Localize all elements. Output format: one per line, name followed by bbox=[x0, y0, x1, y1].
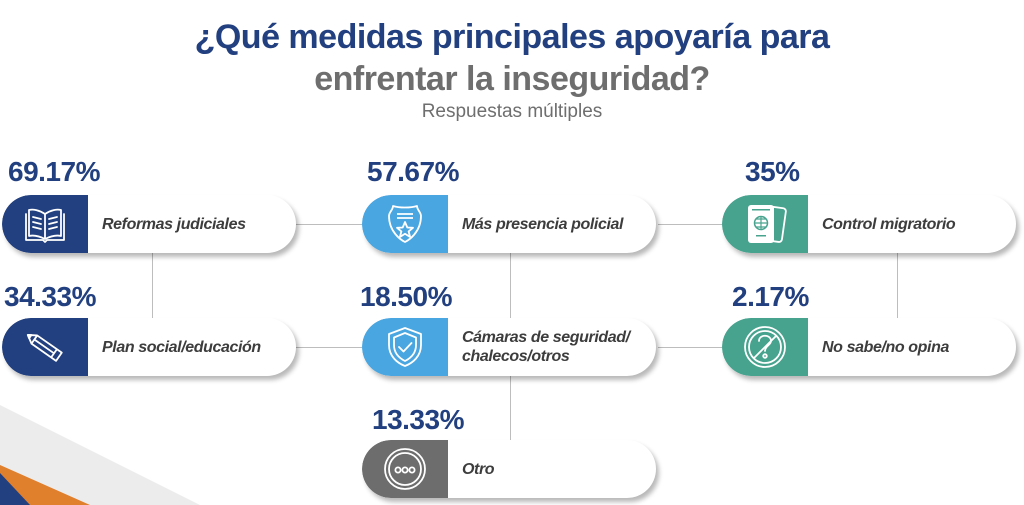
value-label: 13.33% bbox=[372, 404, 464, 435]
measure-card-plan-social-educacion: Plan social/educación bbox=[2, 318, 298, 376]
chart-title-line2: enfrentar la inseguridad? bbox=[314, 60, 710, 98]
connector-line bbox=[296, 347, 362, 348]
measure-label: Control migratorio bbox=[822, 215, 956, 233]
chart-title-line1: ¿Qué medidas principales apoyaría para bbox=[194, 18, 830, 56]
value-label: 35% bbox=[745, 156, 800, 187]
value-label: 69.17% bbox=[8, 156, 100, 187]
measure-label: Reformas judiciales bbox=[102, 215, 246, 233]
connector-line bbox=[152, 253, 153, 318]
connector-line bbox=[510, 376, 511, 440]
measure-label-line1: Cámaras de seguridad/ bbox=[462, 329, 630, 346]
measure-label: Más presencia policial bbox=[462, 215, 624, 233]
value-label: 34.33% bbox=[4, 281, 96, 312]
chart-subtitle: Respuestas múltiples bbox=[421, 101, 603, 122]
pencil-icon bbox=[2, 318, 88, 376]
more-dots-icon bbox=[362, 440, 448, 498]
measure-card-otro: Otro bbox=[362, 440, 658, 498]
measure-card-control-migratorio: Control migratorio bbox=[722, 195, 1018, 253]
corner-decoration bbox=[0, 405, 200, 505]
measure-label: Cámaras de seguridad/ chalecos/otros bbox=[462, 318, 652, 376]
measure-card-reformas-judiciales: Reformas judiciales bbox=[2, 195, 298, 253]
value-label: 2.17% bbox=[732, 281, 809, 312]
connector-line bbox=[897, 253, 898, 318]
passport-icon bbox=[722, 195, 808, 253]
shield-check-icon bbox=[362, 318, 448, 376]
no-question-icon bbox=[722, 318, 808, 376]
measure-card-mas-presencia-policial: Más presencia policial bbox=[362, 195, 658, 253]
measure-card-no-sabe-no-opina: No sabe/no opina bbox=[722, 318, 1018, 376]
connector-line bbox=[510, 253, 511, 318]
connector-line bbox=[658, 347, 722, 348]
value-label: 18.50% bbox=[360, 281, 452, 312]
measure-label: Plan social/educación bbox=[102, 338, 261, 356]
open-book-icon bbox=[2, 195, 88, 253]
measure-label-line2: chalecos/otros bbox=[462, 348, 570, 365]
police-badge-icon bbox=[362, 195, 448, 253]
value-label: 57.67% bbox=[367, 156, 459, 187]
connector-line bbox=[658, 224, 722, 225]
measure-label: Otro bbox=[462, 460, 495, 478]
measure-label: No sabe/no opina bbox=[822, 338, 949, 356]
measure-card-camaras-seguridad: Cámaras de seguridad/ chalecos/otros bbox=[362, 318, 658, 376]
connector-line bbox=[296, 224, 362, 225]
